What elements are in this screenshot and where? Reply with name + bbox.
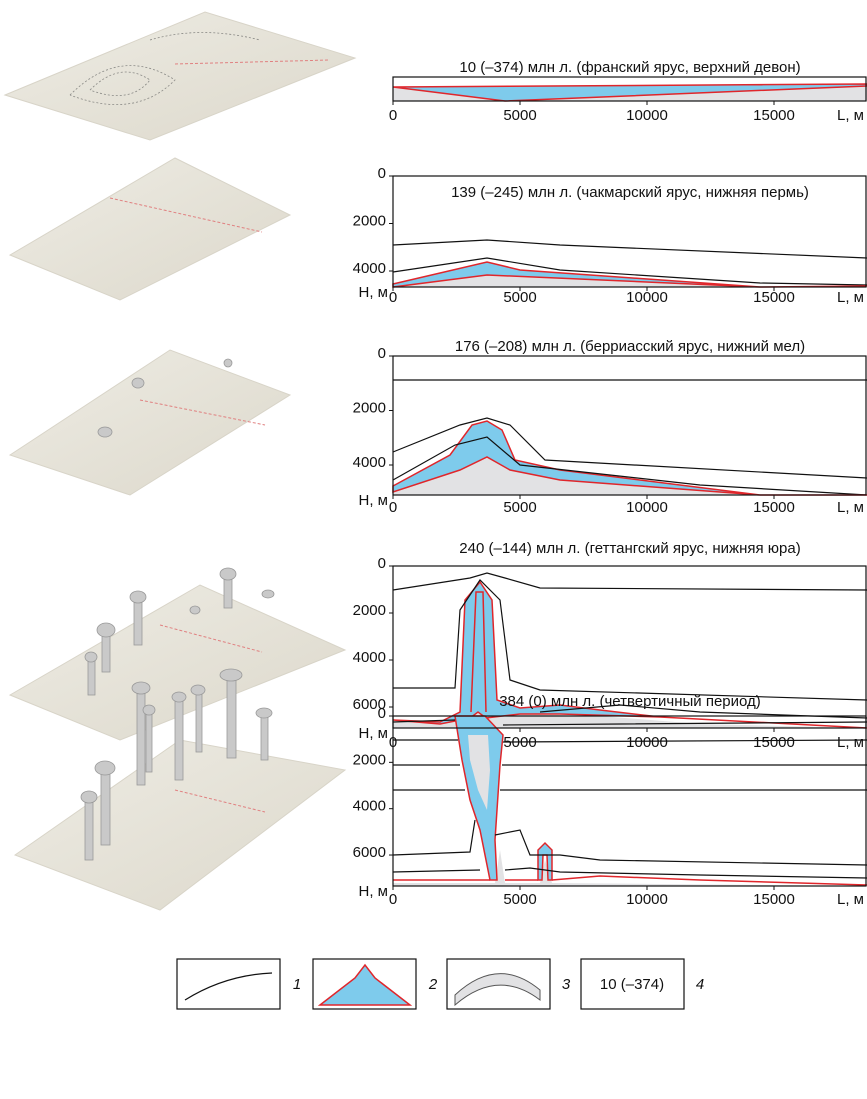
- x-tick-label: 15000: [753, 891, 795, 908]
- x-tick-label: 10000: [626, 891, 668, 908]
- x-tick-label: 0: [389, 891, 397, 908]
- x-tick-label: 5000: [503, 499, 536, 516]
- y-tick-label: 2000: [353, 399, 386, 416]
- surface-images: [5, 12, 355, 910]
- y-tick-label: 0: [378, 555, 386, 572]
- y-tick-label: 0: [378, 165, 386, 182]
- x-tick-label: 15000: [753, 734, 795, 751]
- x-axis-label: L, м: [837, 107, 864, 124]
- legend-number: 2: [428, 976, 438, 993]
- x-axis-label: L, м: [837, 734, 864, 751]
- surface-3: [10, 350, 290, 495]
- x-tick-label: 15000: [753, 289, 795, 306]
- y-tick-label: 4000: [353, 649, 386, 666]
- y-tick-label: 6000: [353, 844, 386, 861]
- dome: [224, 359, 232, 367]
- y-tick-label: 2000: [353, 212, 386, 229]
- legend-number: 4: [696, 976, 704, 993]
- x-tick-label: 10000: [626, 289, 668, 306]
- panel-title: 176 (–208) млн л. (берриасский ярус, ниж…: [455, 338, 805, 355]
- x-tick-label: 0: [389, 499, 397, 516]
- x-tick-label: 10000: [626, 734, 668, 751]
- x-axis-label: L, м: [837, 891, 864, 908]
- x-tick-label: 5000: [503, 891, 536, 908]
- x-tick-label: 15000: [753, 107, 795, 124]
- y-tick-label: 2000: [353, 751, 386, 768]
- y-tick-label: 4000: [353, 798, 386, 815]
- panel-title: 240 (–144) млн л. (геттангский ярус, ниж…: [459, 540, 800, 557]
- x-tick-label: 10000: [626, 499, 668, 516]
- x-axis-label: L, м: [837, 499, 864, 516]
- y-axis-label: Н, м: [359, 492, 388, 509]
- figure: 10 (–374) млн л. (франский ярус, верхний…: [0, 0, 867, 1099]
- legend-number: 1: [293, 976, 301, 993]
- dome: [98, 427, 112, 437]
- panel-title: 384 (0) млн л. (четвертичный период): [499, 693, 761, 710]
- y-tick-label: 4000: [353, 260, 386, 277]
- dome: [132, 378, 144, 388]
- x-tick-label: 0: [389, 107, 397, 124]
- x-axis-label: L, м: [837, 289, 864, 306]
- y-axis-label: Н, м: [359, 883, 388, 900]
- section-3-shapes: [393, 380, 867, 495]
- x-tick-label: 5000: [503, 734, 536, 751]
- x-tick-label: 5000: [503, 289, 536, 306]
- y-tick-label: 0: [378, 345, 386, 362]
- legend-sample: 10 (–374): [600, 976, 664, 993]
- x-tick-label: 0: [389, 289, 397, 306]
- y-tick-label: 2000: [353, 602, 386, 619]
- x-tick-label: 15000: [753, 499, 795, 516]
- y-axis-label: Н, м: [359, 725, 388, 742]
- y-tick-label: 0: [378, 705, 386, 722]
- surface-1: [5, 12, 355, 140]
- x-tick-label: 10000: [626, 107, 668, 124]
- panel-title: 139 (–245) млн л. (чакмарский ярус, нижн…: [451, 184, 809, 201]
- panel-title: 10 (–374) млн л. (франский ярус, верхний…: [459, 59, 800, 76]
- section-1-shapes: [393, 84, 867, 101]
- section-2-shapes: [393, 240, 867, 287]
- y-axis-label: Н, м: [359, 284, 388, 301]
- y-tick-label: 4000: [353, 454, 386, 471]
- legend-number: 3: [562, 976, 571, 993]
- x-tick-label: 5000: [503, 107, 536, 124]
